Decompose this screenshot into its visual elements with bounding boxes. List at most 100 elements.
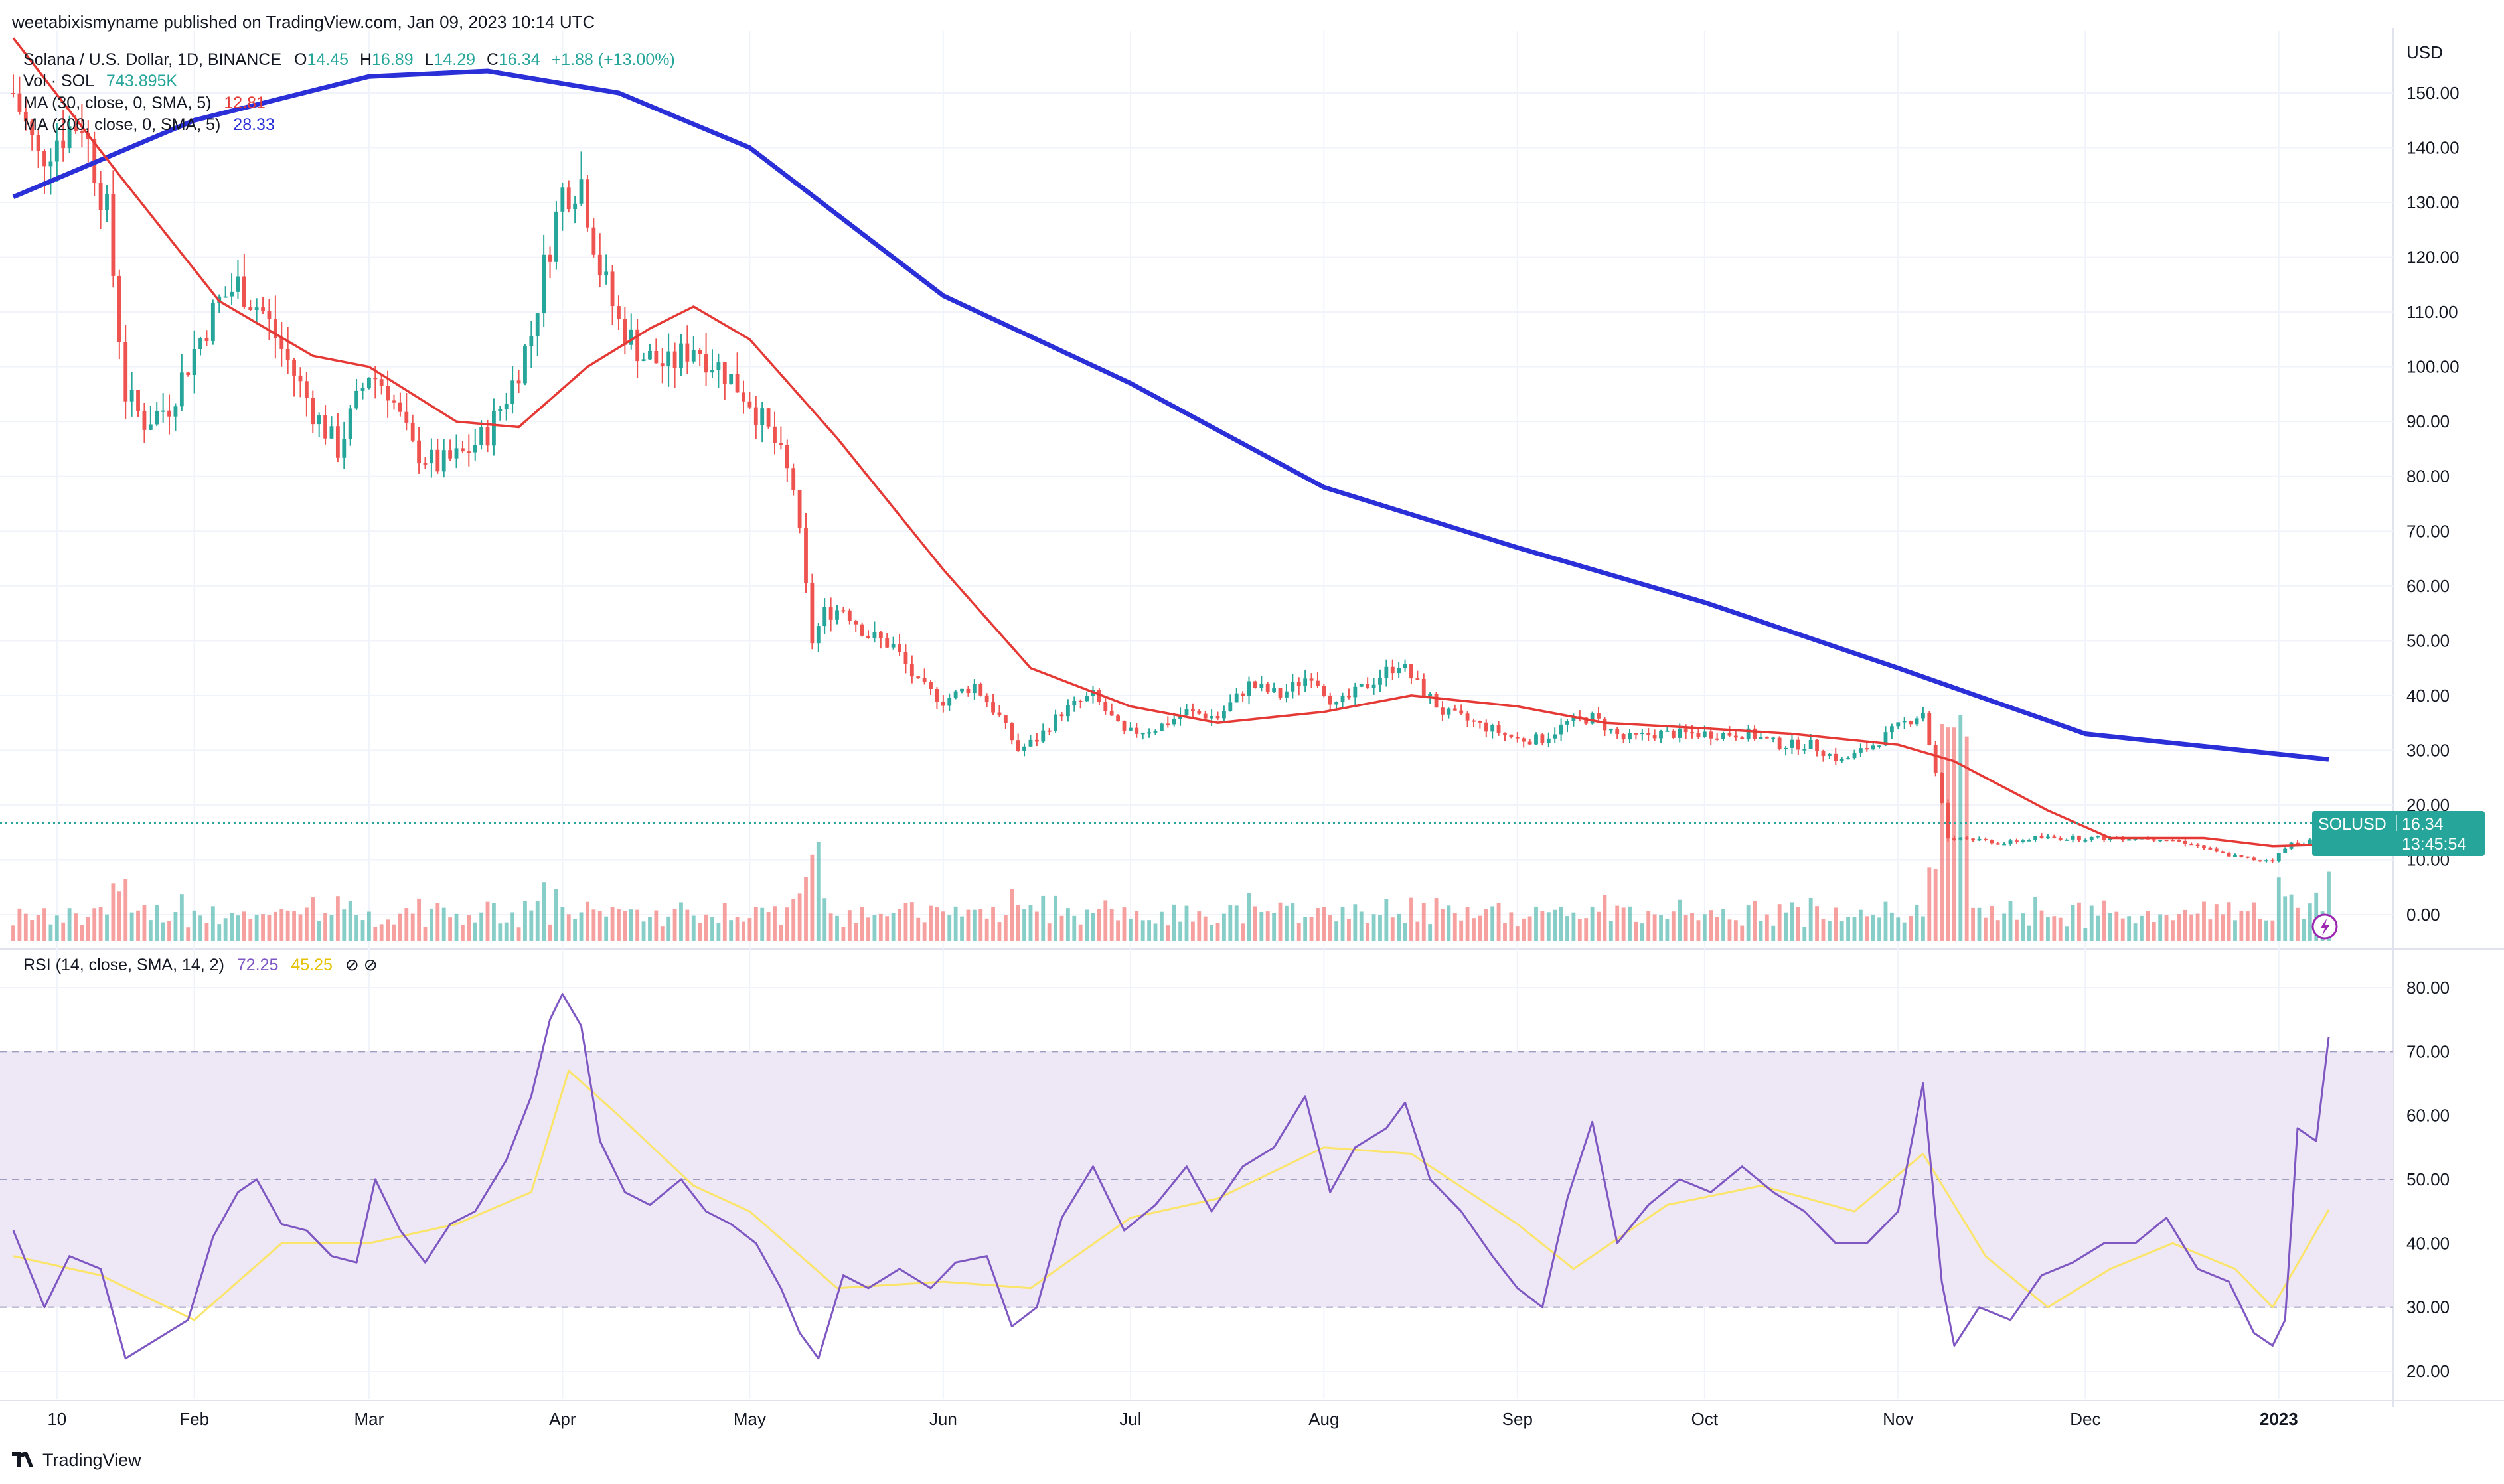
volume-bar: [1128, 919, 1133, 941]
candle-body: [448, 450, 453, 459]
price-axis[interactable]: 150.00 140.00 130.00 120.00 110.00 100.00 90.0…: [2406, 83, 2460, 925]
volume-bar: [248, 919, 253, 941]
candle-body: [654, 350, 659, 364]
candle-body: [997, 712, 1002, 716]
candle-body: [1590, 713, 1595, 724]
candle-body: [1709, 731, 1713, 739]
price-tag[interactable]: SOLUSD 16.34 13:45:54: [2312, 811, 2485, 856]
volume-bar: [1221, 913, 1226, 941]
candle-body: [1634, 733, 1638, 735]
volume-bar: [473, 922, 477, 941]
candle-body: [1085, 696, 1089, 702]
candle-body: [1097, 690, 1101, 702]
volume-bar: [635, 909, 640, 941]
candle-body: [1790, 739, 1794, 748]
price-tick-label: 110.00: [2406, 302, 2458, 322]
candle-body: [1902, 721, 1907, 723]
candle-body: [379, 379, 384, 386]
candle-body: [1059, 714, 1064, 717]
candle-body: [1316, 680, 1320, 686]
volume-bar: [1577, 919, 1582, 941]
candle-body: [2152, 839, 2156, 841]
candle-body: [1441, 707, 1445, 715]
ma30-line: [12, 37, 2329, 848]
volume-bar: [2108, 913, 2112, 941]
legend[interactable]: Solana / U.S. Dollar, 1D, BINANCE O14.45…: [23, 50, 675, 974]
volume-bar: [1815, 906, 1819, 941]
tradingview-logo[interactable]: TradingView: [12, 1450, 141, 1470]
volume-bar: [1247, 893, 1251, 941]
candle-body: [579, 179, 584, 204]
volume-bar: [2202, 901, 2206, 941]
time-tick-label: Oct: [1691, 1409, 1719, 1429]
rsi-axis[interactable]: 80.00 70.00 60.00 50.00 40.00 30.00 20.00: [2406, 978, 2450, 1381]
volume-bar: [323, 913, 327, 941]
candle-body: [822, 607, 827, 627]
candle-body: [1683, 728, 1688, 733]
volume-bar: [1546, 912, 1551, 941]
volume-bar: [2189, 914, 2194, 941]
volume-bar: [354, 915, 359, 941]
volume-bar: [735, 917, 740, 941]
volume-bar: [173, 911, 178, 941]
candle-body: [610, 271, 615, 307]
volume-bar: [1839, 921, 1844, 941]
volume-bar: [1047, 923, 1052, 941]
volume-bar: [1721, 909, 1725, 941]
candle-body: [1184, 709, 1189, 715]
volume-bar: [2120, 918, 2125, 941]
volume-bar: [98, 907, 103, 941]
volume-bar: [2152, 922, 2156, 941]
candle-body: [1347, 696, 1351, 698]
volume-bar: [1883, 901, 1888, 941]
candle-body: [1116, 715, 1121, 721]
volume-bar: [1790, 902, 1794, 941]
price-tick-label: 50.00: [2406, 631, 2450, 650]
candle-body: [17, 93, 22, 112]
volume-bar: [666, 916, 671, 941]
candle-body: [2021, 840, 2025, 842]
volume-bar: [1340, 907, 1345, 941]
candle-body: [1303, 678, 1308, 686]
candle-body: [1702, 731, 1707, 737]
volume-bar: [1452, 913, 1457, 941]
volume-bar: [753, 907, 758, 941]
volume-bar: [1615, 905, 1620, 941]
candle-body: [1353, 686, 1358, 698]
volume-bar: [1122, 907, 1127, 941]
legend-ma30-label: MA (30, close, 0, SMA, 5): [23, 94, 211, 112]
volume-bar: [685, 909, 690, 941]
candle-body: [273, 319, 277, 338]
volume-bar: [1634, 921, 1638, 941]
candle-body: [1802, 749, 1807, 751]
time-tick-label: 10: [47, 1409, 66, 1429]
volume-bar: [1597, 911, 1601, 941]
candle-body: [1241, 693, 1245, 696]
volume-bar: [1272, 913, 1277, 941]
volume-bar: [2133, 923, 2138, 941]
volume-bar: [953, 906, 958, 941]
candle-body: [136, 390, 140, 411]
volume-bar: [67, 908, 72, 941]
price-tick-label: 140.00: [2406, 138, 2460, 158]
volume-bar: [2258, 919, 2262, 941]
candle-body: [167, 410, 171, 417]
volume-bar: [1490, 906, 1495, 941]
volume-bar: [1896, 917, 1901, 941]
candle-body: [1509, 734, 1514, 737]
candle-body: [1834, 753, 1838, 761]
candle-body: [1421, 678, 1426, 696]
price-tick-label: 80.00: [2406, 467, 2450, 486]
volume-bar: [129, 912, 134, 941]
time-axis[interactable]: 10 Feb Mar Apr May Jun Jul Aug Sep Oct Nov Dec 2023: [47, 1409, 2298, 1429]
candle-body: [261, 307, 265, 311]
lightning-icon[interactable]: [2311, 913, 2338, 940]
candle-body: [236, 276, 240, 292]
candle-body: [872, 632, 877, 638]
candle-body: [348, 408, 352, 439]
volume-bar: [535, 901, 540, 941]
candle-body: [36, 135, 40, 151]
candle-body: [248, 307, 253, 310]
candle-body: [2239, 855, 2244, 857]
